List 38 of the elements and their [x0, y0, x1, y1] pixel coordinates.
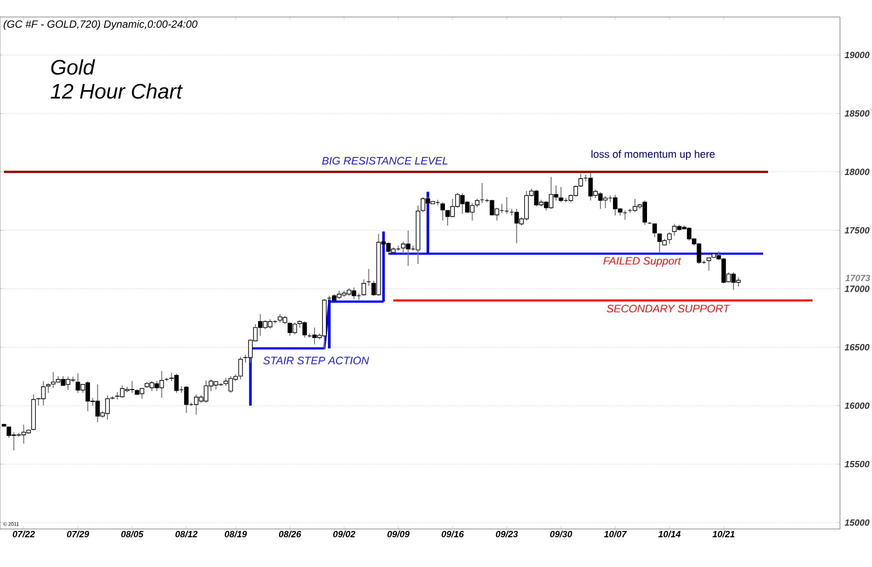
- candlestick: [362, 278, 366, 296]
- y-tick-label: 16000: [844, 402, 870, 409]
- series-label: STAIR STEP ACTION: [263, 356, 370, 364]
- y-tick-label: 15000: [844, 519, 870, 526]
- series-label: SECONDARY SUPPORT: [606, 304, 730, 312]
- candlestick: [706, 257, 712, 272]
- annotation: FAILED Support: [603, 257, 682, 267]
- annotation: (GC #F - GOLD,720) Dynamic,0:00-24:00: [4, 20, 198, 30]
- x-tick-label: 07/29: [67, 530, 90, 538]
- x-tick-label: 09/16: [442, 530, 464, 538]
- x-tick-label: 08/26: [278, 530, 302, 538]
- text: 17073: [845, 274, 870, 282]
- y-tick-label: 16500: [844, 344, 870, 350]
- x-tick-label: 09/30: [550, 530, 572, 538]
- candlestick: [440, 202, 445, 221]
- x-tick-label: 10/21: [712, 530, 734, 538]
- x-tick-label: 07/22: [12, 530, 35, 538]
- y-tick-label: 17500: [844, 227, 870, 234]
- candlestick: [46, 382, 51, 394]
- x-tick-label: 09/23: [496, 530, 518, 538]
- text: 12 Hour Chart: [50, 83, 183, 99]
- candlestick: [652, 223, 657, 238]
- x-tick-label: 09/02: [333, 530, 356, 538]
- x-tick-label: 10/14: [658, 530, 681, 538]
- x-tick-label: 09/09: [387, 530, 410, 538]
- x-tick-label: 10/07: [604, 530, 627, 538]
- y-tick-label: 19000: [844, 52, 870, 58]
- y-tick-label: 18000: [844, 168, 870, 176]
- annotation: BIG RESISTANCE LEVEL: [322, 156, 448, 165]
- y-tick-label: 15500: [844, 460, 870, 468]
- x-tick-label: 08/19: [224, 530, 247, 538]
- y-tick-label: 18500: [844, 110, 870, 117]
- x-tick-label: 08/12: [175, 530, 198, 538]
- text: Gold: [51, 59, 96, 75]
- y-tick-label: 17000: [844, 286, 870, 292]
- x-tick-label: 08/05: [121, 530, 144, 538]
- annotation: loss of momentum up here: [592, 150, 715, 160]
- candlestick: [667, 232, 672, 244]
